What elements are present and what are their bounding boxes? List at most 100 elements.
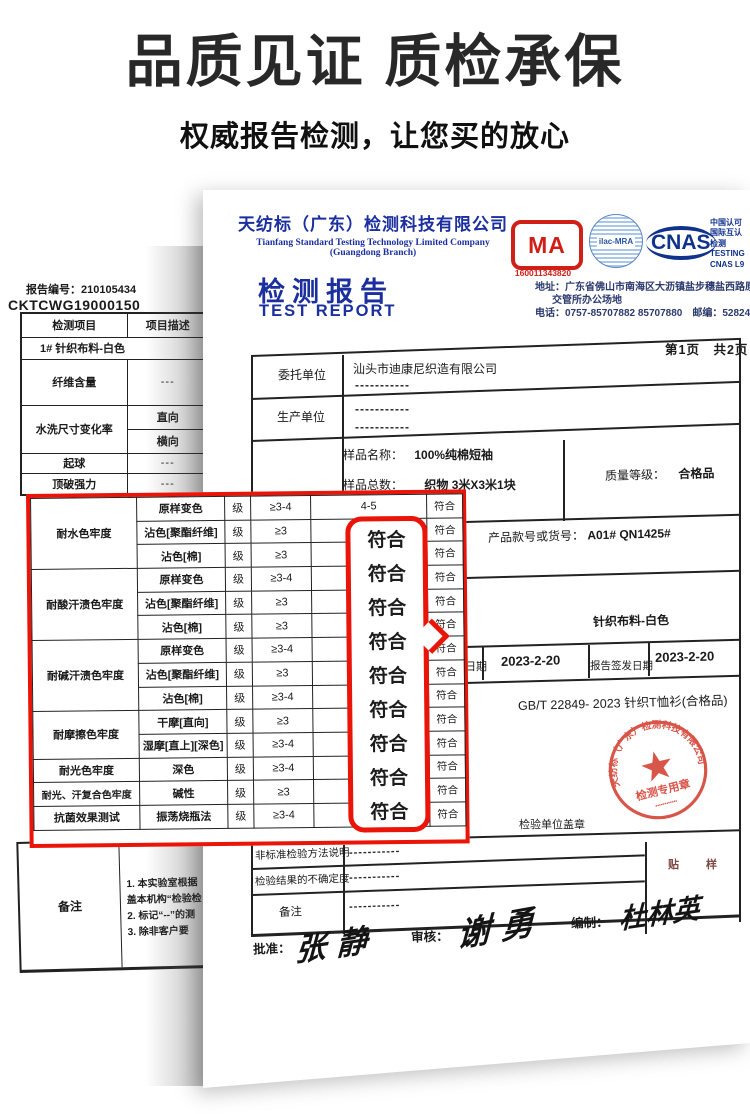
issue-date-label: 报告签发日期 — [590, 660, 653, 672]
grid-line — [464, 513, 741, 523]
sub-item: 振荡烧瓶法 — [139, 804, 229, 829]
stamp-bottom-dots: ▪▪▪▪▪▪▪▪▪▪▪▪ — [655, 798, 678, 809]
cma-logo-icon: MA — [511, 220, 583, 270]
item-bursting: 顶破强力 — [20, 472, 128, 496]
dash-placeholder: ----------- — [348, 845, 401, 859]
sub-item: 原样变色 — [138, 638, 227, 664]
standard: ≥3-4 — [253, 732, 314, 757]
address-line-2: 交管所办公场地 — [552, 295, 622, 306]
pass-value: 符合 — [368, 631, 407, 653]
grid-line — [648, 643, 650, 676]
accreditation-line: CNAS L9 — [710, 259, 745, 269]
back-remark-label: 备注 — [18, 841, 123, 970]
grid-line — [464, 674, 741, 684]
grade-label: 质量等级： — [604, 467, 666, 483]
standard: ≥3 — [251, 542, 312, 568]
grid-line — [739, 338, 741, 922]
fabric-desc: 针织布料-白色 — [592, 613, 670, 629]
sub-item: 沾色[棉] — [138, 685, 227, 711]
sub-item: 沾色[聚酯纤维] — [136, 520, 226, 545]
review-signature: 谢 勇 — [456, 901, 535, 956]
standard: ≥3-4 — [252, 637, 313, 662]
dash-placeholder: ----------- — [355, 378, 410, 392]
accreditation-line: TESTING — [710, 249, 745, 259]
grid-line — [250, 422, 741, 442]
pass-callout-bubble: 符合 符合 符合 符合 符合 符合 符合 符合 符合 — [345, 515, 431, 833]
group-label: 耐水色牢度 — [30, 497, 138, 570]
standard: ≥3-4 — [250, 495, 311, 520]
pass-value: 符合 — [369, 767, 409, 789]
lab-name-cn: 天纺标（广东）检测科技有限公司 — [238, 215, 508, 234]
dash-placeholder: ----------- — [355, 402, 410, 416]
pass-value: 符合 — [368, 665, 408, 687]
unit: 级 — [225, 567, 252, 592]
standard: ≥3-4 — [253, 803, 315, 828]
group-label: 耐摩擦色牢度 — [32, 710, 140, 760]
grid-line — [342, 355, 344, 498]
group-label: 抗菌效果测试 — [33, 805, 141, 831]
issue-date: 2023-2-20 — [654, 648, 715, 665]
cnas-label: CNAS — [646, 226, 716, 260]
sub-item: 原样变色 — [136, 496, 225, 522]
grid-line — [427, 569, 741, 580]
conclusion: 符合 — [429, 778, 466, 803]
value-wash-2: 横向 — [126, 428, 206, 454]
approve-signature: 张 静 — [294, 922, 368, 970]
lab-header: 天纺标（广东）检测科技有限公司 Tianfang Standard Testin… — [223, 210, 523, 258]
pass-value: 符合 — [370, 801, 409, 823]
unit: 级 — [226, 685, 253, 710]
inspection-stamp-icon: 天纺标（广东）检测科技有限公司 检测专用章 ▪▪▪▪▪▪▪▪▪▪▪▪ — [597, 708, 708, 820]
sample-name-value: 100%纯棉短袖 — [414, 448, 494, 462]
sub-item: 碱性 — [139, 780, 228, 806]
grade-row: 质量等级： 合格品 — [605, 464, 715, 484]
group-label: 耐光色牢度 — [33, 757, 140, 783]
accreditation-text: 中国认可 国际互认 检测 TESTING CNAS L9 — [710, 218, 750, 270]
uncertainty-label: 检验结果的不确定度 — [254, 872, 350, 888]
item-fiber: 纤维含量 — [20, 358, 128, 406]
product-no-value: A01# QN1425# — [587, 526, 671, 543]
standard: ≥3 — [252, 661, 313, 686]
conclusion: 符合 — [429, 730, 466, 755]
item-pilling: 起球 — [20, 452, 128, 474]
unit: 级 — [226, 709, 254, 734]
pass-value: 符合 — [369, 733, 408, 755]
grade-value: 合格品 — [678, 466, 715, 482]
group-label: 耐光、汗复合色牢度 — [33, 781, 140, 807]
standard: ≥3 — [251, 590, 312, 615]
conclusion: 符合 — [428, 659, 465, 684]
page-indicator: 第1页 共2页 — [665, 343, 749, 357]
cma-number: 160011343820 — [514, 268, 572, 278]
dash-placeholder: ----------- — [348, 870, 401, 884]
sub-item: 干摩[直向] — [138, 709, 228, 735]
conclusion: 符合 — [429, 754, 466, 779]
conclusion: 符合 — [427, 588, 464, 613]
date-label-fragment: 日期 — [465, 661, 487, 673]
stamp-star-icon — [641, 751, 671, 782]
dash-placeholder: ----------- — [355, 420, 410, 434]
prepare-signature: 杜林英 — [618, 893, 701, 936]
producer-label: 生产单位 — [277, 410, 326, 424]
seal-caption: 检验单位盖章 — [519, 819, 585, 831]
sub-item: 沾色[棉] — [137, 543, 226, 569]
grid-line — [343, 845, 345, 934]
pass-value: 符合 — [368, 597, 407, 619]
page-title: 品质见证 质检承保 — [125, 30, 625, 94]
standard: ≥3 — [252, 708, 314, 734]
grid-line — [588, 645, 590, 678]
sample-qty-value: 织物 3米X3米1块 — [424, 478, 516, 492]
group-label: 耐碱汗渍色牢度 — [32, 639, 139, 712]
lab-branch-en: (Guangdong Branch) — [329, 248, 417, 258]
grid-line — [464, 638, 741, 648]
product-no-label: 产品款号或货号： — [487, 528, 585, 545]
report-number-value: 210105434 — [81, 284, 137, 296]
standard: ≥3-4 — [253, 756, 314, 781]
nonstandard-label: 非标准检验方法说明 — [254, 846, 350, 862]
back-report-table: 检测项目 项目描述 1# 针织布料-白色 纤维含量 --- 水洗尺寸变化率 直向… — [20, 312, 206, 496]
report-title-cn: 检测报告 — [258, 277, 394, 307]
sample-name-label: 样品名称： — [343, 448, 404, 462]
group-label: 耐酸汗渍色牢度 — [31, 568, 139, 641]
consignor-value: 汕头市迪康尼织造有限公司 — [353, 362, 498, 376]
phone-line: 电话：0757-85707882 85707880 邮编：528247 — [535, 308, 750, 319]
report-number-label: 报告编号： — [26, 284, 81, 296]
accreditation-line: 中国认可 — [710, 218, 742, 227]
